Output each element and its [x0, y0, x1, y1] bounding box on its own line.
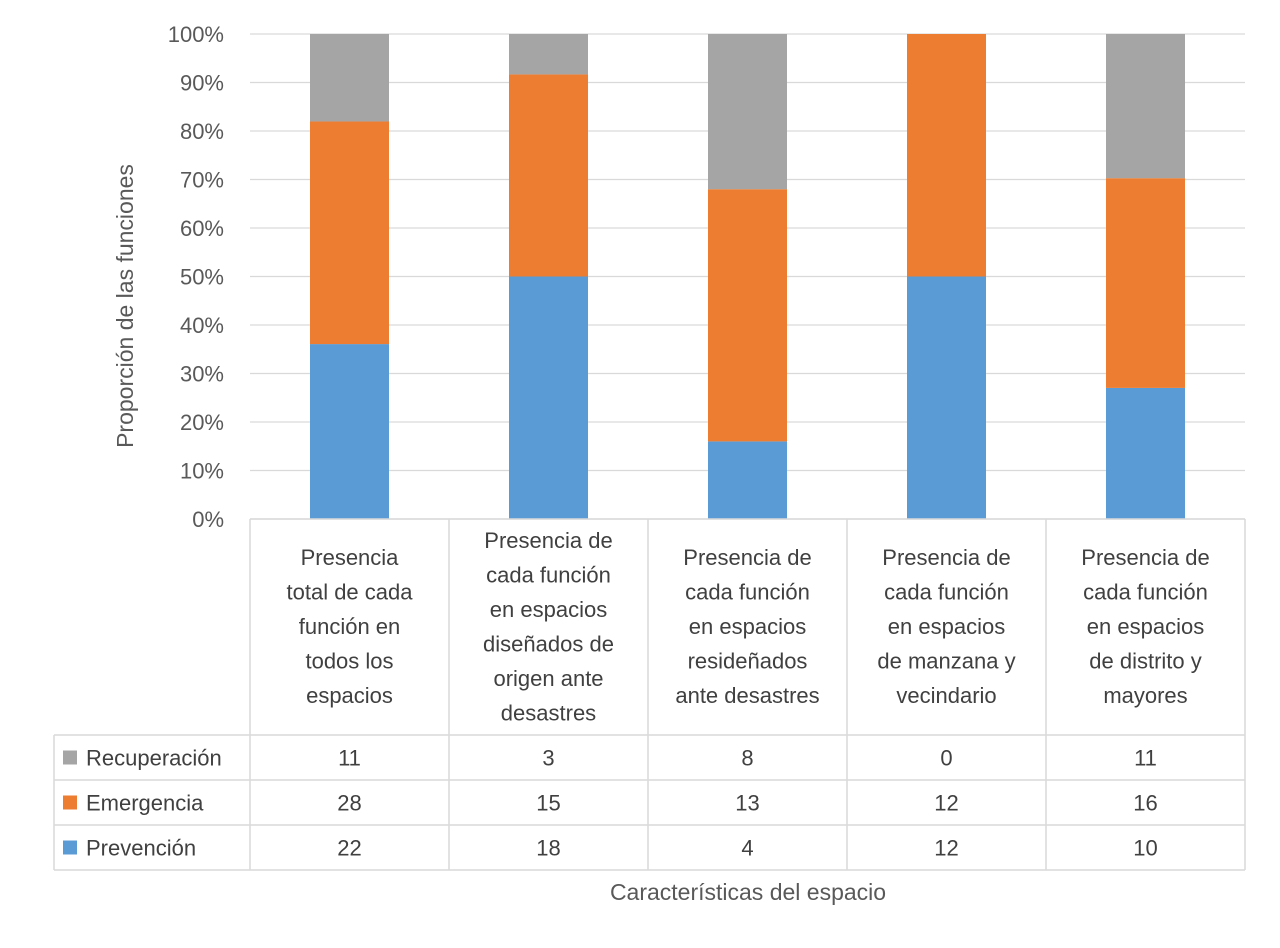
- bar-segment-prevención: [907, 276, 986, 519]
- y-tick-label: 30%: [180, 362, 224, 387]
- bar-segment-recuperación: [509, 34, 588, 75]
- x-category-label: Presencia de cada función en espacios de di…: [1081, 545, 1209, 708]
- legend-label: Emergencia: [86, 791, 204, 816]
- table-cell-value: 11: [1134, 746, 1157, 771]
- bar-segment-prevención: [708, 441, 787, 519]
- bar-segment-emergencia: [708, 189, 787, 442]
- bar-segment-emergencia: [907, 34, 986, 277]
- table-cell-value: 12: [934, 791, 958, 816]
- x-category-label: Presencia de cada función en espacios de ma…: [877, 545, 1015, 708]
- x-category-label: Presencia de cada función en espacios resid…: [675, 545, 819, 708]
- y-tick-label: 20%: [180, 410, 224, 435]
- y-tick-label: 40%: [180, 313, 224, 338]
- legend-label: Recuperación: [86, 746, 222, 771]
- y-axis-tick-labels: 0% 10% 20% 30% 40% 50% 60% 70% 80% 90% 100%: [168, 22, 224, 532]
- bar-segment-recuperación: [1106, 34, 1185, 179]
- bar-segment-prevención: [509, 276, 588, 519]
- y-tick-label: 90%: [180, 71, 224, 96]
- bar-segment-recuperación: [310, 34, 389, 122]
- bar-segment-emergencia: [310, 121, 389, 345]
- data-table: Recuperación 11 3 8 0 11 Emergencia 28 15 13 12 16 P…: [53, 518, 1246, 871]
- y-tick-label: 50%: [180, 265, 224, 290]
- legend-key-prevención: [63, 840, 77, 855]
- table-cell-value: 28: [337, 791, 361, 816]
- table-cell-value: 8: [741, 746, 753, 771]
- category-labels: Presencia total de cada función en todos lo…: [287, 528, 1210, 726]
- y-tick-label: 70%: [180, 168, 224, 193]
- bars: [310, 34, 1185, 519]
- table-cell-value: 16: [1133, 791, 1157, 816]
- y-tick-label: 60%: [180, 216, 224, 241]
- table-cell-value: 0: [940, 746, 952, 771]
- y-axis-title: Proporción de las funciones: [112, 164, 138, 448]
- y-tick-label: 0%: [192, 507, 224, 532]
- legend-key-emergencia: [63, 795, 77, 810]
- x-axis-title: Características del espacio: [610, 879, 886, 905]
- table-cell-value: 12: [934, 836, 958, 861]
- bar-segment-prevención: [310, 344, 389, 519]
- table-cell-value: 15: [536, 791, 560, 816]
- x-category-label: Presencia total de cada función en todos lo…: [287, 545, 414, 708]
- table-cell-value: 22: [337, 836, 361, 861]
- bar-segment-prevención: [1106, 387, 1185, 519]
- bar-segment-recuperación: [708, 34, 787, 190]
- table-cell-value: 13: [735, 791, 759, 816]
- y-tick-label: 10%: [180, 459, 224, 484]
- table-cell-value: 10: [1133, 836, 1157, 861]
- x-category-label: Presencia de cada función en espacios diseñ…: [483, 528, 614, 726]
- y-tick-label: 100%: [168, 22, 224, 47]
- bar-segment-emergencia: [509, 74, 588, 277]
- legend-label: Prevención: [86, 836, 196, 861]
- table-cell-value: 11: [338, 746, 361, 771]
- bar-segment-emergencia: [1106, 178, 1185, 388]
- y-tick-label: 80%: [180, 119, 224, 144]
- table-cell-value: 3: [542, 746, 554, 771]
- table-cell-value: 18: [536, 836, 560, 861]
- table-cell-value: 4: [741, 836, 753, 861]
- legend-key-recuperación: [63, 750, 77, 765]
